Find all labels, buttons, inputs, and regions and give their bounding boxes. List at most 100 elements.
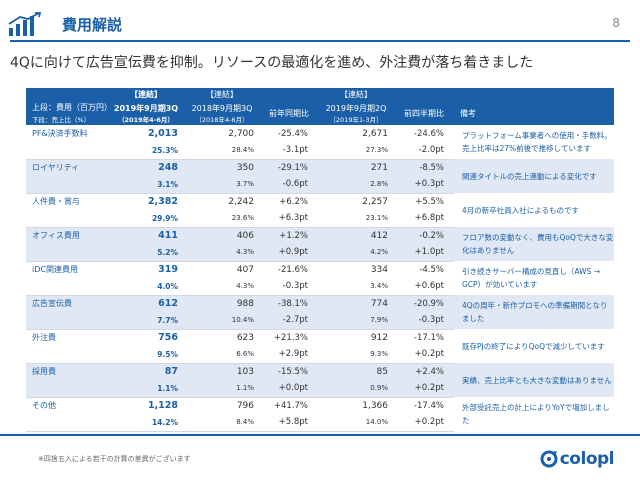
footnote: ※四捨五入による若干の計算の差異がございます: [38, 455, 191, 463]
value-prev-quarter: 1,366: [362, 400, 388, 411]
table-row-ratio: 25.3% 28.4% -3.1pt 27.3% -2.0pt: [26, 142, 614, 160]
ratio-prev-year: 10.4%: [184, 312, 260, 330]
table-row-ratio: 4.0% 4.3% -0.3pt 3.4% +0.6pt: [26, 278, 614, 296]
value-prev-quarter: 774: [318, 295, 394, 312]
header-divider: [10, 40, 630, 42]
ratio-prev-quarter: 9.3%: [318, 346, 394, 364]
value-prev-quarter: 412: [318, 227, 394, 244]
value-yoy: +41.7%: [273, 400, 308, 411]
table-row-ratio: 14.2% 8.4% +5.8pt 14.0% +0.2pt: [26, 414, 614, 432]
group-label-col4: 【連結】: [340, 90, 372, 99]
value-prev-year: 2,242: [228, 196, 254, 207]
ratio-current: 5.2%: [108, 244, 184, 262]
ratio-prev-quarter: 2.8%: [318, 176, 394, 194]
logo-text: colopl: [559, 449, 615, 469]
row-label-sub: 下段：売上比（%）: [32, 116, 91, 124]
company-logo: colopl: [540, 448, 615, 470]
ratio-yoy: +5.8pt: [260, 414, 318, 432]
row-note: 4Qの周年・新作プロモへの準備期間となりました: [454, 295, 614, 329]
col-header-prev-year: 2018年9月期3Q （2018年4-6月）: [191, 103, 253, 124]
row-note: プラットフォーム事業者への使用・手数料。売上比率は27%前後で推移しています: [462, 131, 612, 153]
category-label: オフィス費用: [26, 227, 108, 244]
value-current: 756: [158, 332, 178, 344]
table-row-ratio: 9.5% 6.6% +2.9pt 9.3% +0.2pt: [26, 346, 614, 364]
category-label: 外注費: [32, 333, 56, 343]
value-prev-quarter: 85: [318, 363, 394, 380]
ratio-prev-year: 8.4%: [184, 414, 260, 432]
value-current: 411: [108, 227, 184, 244]
slide-subtitle: 4Qに向けて広告宣伝費を抑制。リソースの最適化を進め、外注費が落ち着きました: [10, 55, 534, 71]
value-current: 1,128: [147, 400, 178, 412]
value-yoy: -21.6%: [277, 264, 308, 275]
ratio-qoq: +0.2pt: [394, 380, 454, 398]
value-qoq: +2.4%: [394, 363, 454, 380]
table-row: オフィス費用 411 406 +1.2% 412 -0.2% フロア数の変動なく、費用もQo…: [26, 227, 614, 261]
table-row-ratio: 29.9% 23.6% +6.3pt 23.1% +6.8pt: [26, 210, 614, 228]
page-title: 費用解説: [62, 16, 123, 34]
col-header-notes: 備考: [460, 108, 476, 118]
ratio-yoy: -3.1pt: [260, 142, 318, 160]
value-prev-year: 103: [184, 363, 260, 380]
value-qoq: +5.5%: [415, 196, 444, 207]
category-label: 人件費・賞与: [32, 197, 80, 207]
ratio-prev-year: 3.7%: [184, 176, 260, 194]
ratio-current: 3.1%: [108, 176, 184, 194]
ratio-qoq: -2.0pt: [394, 142, 454, 160]
ratio-prev-year: 6.6%: [184, 346, 260, 364]
row-note: 既存PJの終了によりQoQで減少しています: [462, 341, 605, 351]
value-qoq: -24.6%: [413, 128, 444, 139]
ratio-current: 1.1%: [108, 380, 184, 398]
value-prev-year: 623: [236, 332, 254, 343]
category-label: iDC関連費用: [32, 265, 78, 275]
value-qoq: -4.5%: [419, 264, 444, 275]
ratio-yoy: +0.0pt: [260, 380, 318, 398]
ratio-yoy: -2.7pt: [260, 312, 318, 330]
category-label: 広告宣伝費: [26, 295, 108, 312]
value-qoq: -17.1%: [413, 332, 444, 343]
row-label-title: 上段：費用（百万円）: [32, 103, 108, 112]
ratio-prev-quarter: 0.9%: [318, 380, 394, 398]
group-label-col1: 【連結】: [130, 90, 162, 99]
ratio-qoq: +0.2pt: [394, 346, 454, 364]
value-prev-year: 350: [184, 159, 260, 176]
ratio-yoy: +0.9pt: [260, 244, 318, 262]
ratio-yoy: -0.3pt: [260, 278, 318, 296]
value-current: 612: [108, 295, 184, 312]
value-yoy: -29.1%: [260, 159, 318, 176]
ratio-prev-quarter: 14.0%: [318, 414, 394, 432]
table-row: その他 1,128 796 +41.7% 1,366 -17.4% 外部受託売上の計上により…: [26, 397, 614, 425]
value-qoq: -17.4%: [413, 400, 444, 411]
col-header-yoy: 前年同期比: [269, 108, 309, 118]
table-row: 採用費 87 103 -15.5% 85 +2.4% 実績、売上比率とも大きな変動はありませ…: [26, 363, 614, 397]
category-label: 採用費: [26, 363, 108, 380]
table-row-ratio: 7.7% 10.4% -2.7pt 7.9% -0.3pt: [26, 312, 614, 330]
page-number: 8: [612, 16, 620, 30]
value-yoy: -25.4%: [277, 128, 308, 139]
value-prev-quarter: 334: [370, 264, 388, 275]
ratio-prev-year: 1.1%: [184, 380, 260, 398]
value-yoy: +21.3%: [273, 332, 308, 343]
ratio-qoq: +1.0pt: [394, 244, 454, 262]
value-yoy: -38.1%: [260, 295, 318, 312]
value-qoq: -20.9%: [394, 295, 454, 312]
ratio-yoy: +2.9pt: [260, 346, 318, 364]
group-label-col2: 【連結】: [206, 90, 238, 99]
value-current: 2,013: [147, 128, 178, 139]
col-header-qoq: 前四半期比: [404, 108, 444, 118]
header-group-row: 【連結】 【連結】 【連結】: [26, 88, 614, 101]
table-row: 広告宣伝費 612 988 -38.1% 774 -20.9% 4Qの周年・新作プロモへの準…: [26, 295, 614, 329]
value-prev-year: 2,700: [228, 128, 254, 139]
ratio-current: 7.7%: [108, 312, 184, 330]
table-row-ratio: 5.2% 4.3% +0.9pt 4.2% +1.0pt: [26, 244, 614, 262]
expense-table: 【連結】 【連結】 【連結】 上段：費用（百万円） 下段：売上比（%） 2019…: [26, 88, 614, 432]
value-prev-quarter: 271: [318, 159, 394, 176]
row-label-header: 上段：費用（百万円） 下段：売上比（%）: [26, 101, 108, 125]
ratio-current: 9.5%: [108, 346, 184, 364]
table-row: iDC関連費用 319 407 -21.6% 334 -4.5% 引き続きサーバー構成の見直…: [26, 261, 614, 289]
ratio-current: 29.9%: [108, 210, 184, 228]
table-row: PF&決済手数料 2,013 2,700 -25.4% 2,671 -24.6% プラットフ…: [26, 125, 614, 153]
ratio-prev-quarter: 23.1%: [318, 210, 394, 228]
table-row: ロイヤリティ 248 350 -29.1% 271 -8.5% 関連タイトルの売上連動による…: [26, 159, 614, 193]
row-note: 引き続きサーバー構成の見直し（AWS → GCP）が効いています: [462, 267, 600, 289]
row-note: 関連タイトルの売上連動による変化です: [454, 159, 614, 193]
